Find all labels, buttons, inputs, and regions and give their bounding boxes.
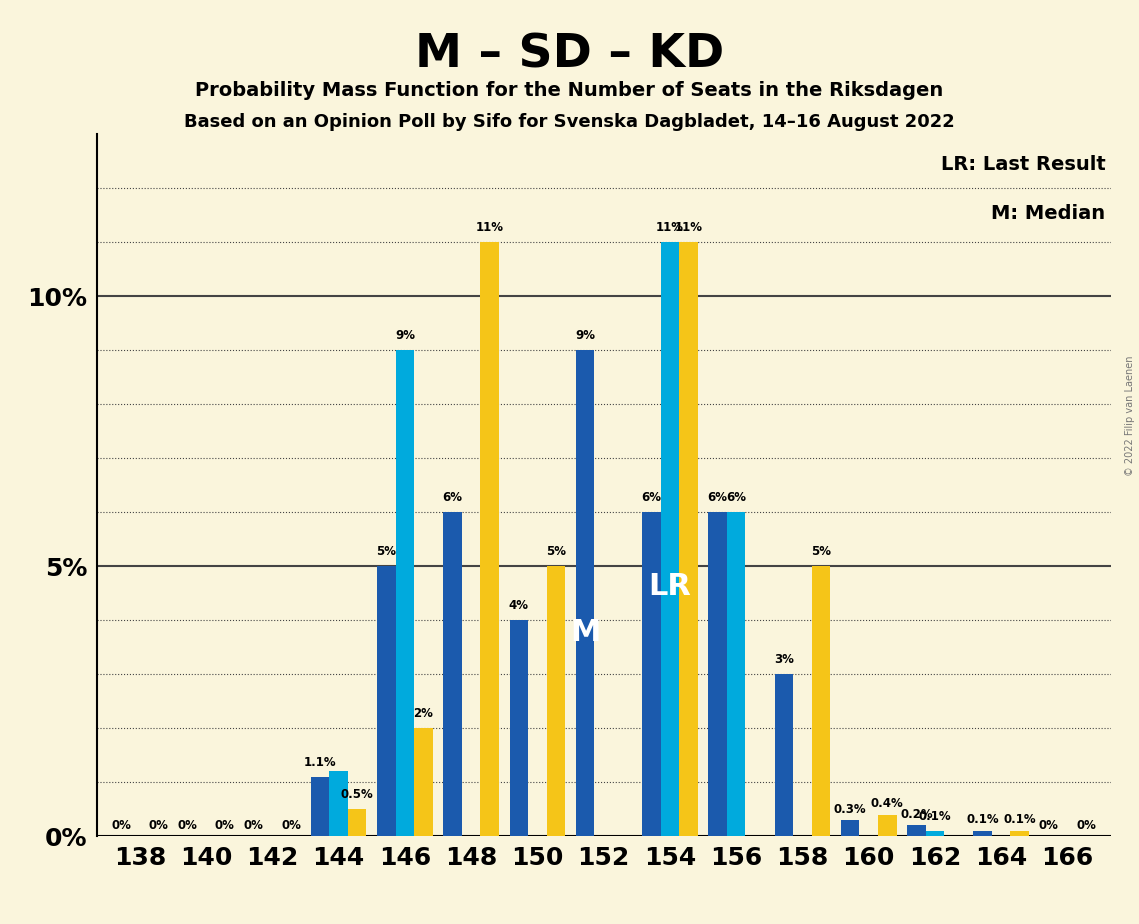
Text: 0.1%: 0.1% — [1003, 813, 1036, 826]
Bar — [775, 675, 793, 836]
Bar — [727, 512, 745, 836]
Text: 3%: 3% — [773, 653, 794, 666]
Text: 0%: 0% — [244, 819, 264, 832]
Text: 0%: 0% — [1039, 819, 1059, 832]
Text: M: M — [570, 617, 600, 647]
Bar — [708, 512, 727, 836]
Bar — [907, 825, 926, 836]
Text: Based on an Opinion Poll by Sifo for Svenska Dagbladet, 14–16 August 2022: Based on an Opinion Poll by Sifo for Sve… — [185, 113, 954, 130]
Bar — [395, 350, 415, 836]
Text: 0%: 0% — [1076, 819, 1096, 832]
Text: Probability Mass Function for the Number of Seats in the Riksdagen: Probability Mass Function for the Number… — [196, 81, 943, 101]
Text: 4%: 4% — [509, 599, 528, 612]
Text: 6%: 6% — [727, 491, 746, 504]
Bar — [481, 242, 499, 836]
Bar — [974, 831, 992, 836]
Bar — [661, 242, 679, 836]
Bar — [926, 831, 944, 836]
Text: © 2022 Filip van Laenen: © 2022 Filip van Laenen — [1125, 356, 1134, 476]
Text: 0%: 0% — [281, 819, 301, 832]
Text: LR: LR — [648, 572, 691, 602]
Text: 0.3%: 0.3% — [834, 803, 867, 816]
Text: 6%: 6% — [707, 491, 728, 504]
Text: 6%: 6% — [443, 491, 462, 504]
Text: LR: Last Result: LR: Last Result — [941, 155, 1106, 174]
Bar — [415, 728, 433, 836]
Text: 0%: 0% — [215, 819, 235, 832]
Text: 0%: 0% — [178, 819, 197, 832]
Text: M: Median: M: Median — [991, 204, 1106, 224]
Bar — [1010, 831, 1029, 836]
Text: 11%: 11% — [674, 221, 703, 234]
Text: 0.4%: 0.4% — [871, 797, 903, 810]
Bar — [841, 820, 860, 836]
Text: 5%: 5% — [376, 545, 396, 558]
Text: 9%: 9% — [575, 329, 595, 342]
Text: 0.2%: 0.2% — [900, 808, 933, 821]
Text: 2%: 2% — [413, 707, 434, 720]
Text: 5%: 5% — [546, 545, 566, 558]
Bar — [443, 512, 462, 836]
Bar — [311, 777, 329, 836]
Text: 0.1%: 0.1% — [919, 809, 951, 822]
Text: 1.1%: 1.1% — [304, 756, 336, 769]
Bar — [812, 566, 830, 836]
Bar — [576, 350, 595, 836]
Text: 11%: 11% — [476, 221, 503, 234]
Text: 0%: 0% — [148, 819, 169, 832]
Bar — [547, 566, 565, 836]
Bar — [329, 772, 347, 836]
Text: 0%: 0% — [112, 819, 131, 832]
Text: M – SD – KD: M – SD – KD — [415, 32, 724, 78]
Bar — [509, 620, 528, 836]
Bar — [377, 566, 395, 836]
Text: 11%: 11% — [656, 221, 683, 234]
Bar — [642, 512, 661, 836]
Bar — [347, 809, 367, 836]
Bar — [878, 815, 896, 836]
Bar — [679, 242, 698, 836]
Text: 5%: 5% — [811, 545, 831, 558]
Text: 0.5%: 0.5% — [341, 788, 374, 801]
Text: 9%: 9% — [395, 329, 415, 342]
Text: 6%: 6% — [641, 491, 662, 504]
Text: 0.1%: 0.1% — [966, 813, 999, 826]
